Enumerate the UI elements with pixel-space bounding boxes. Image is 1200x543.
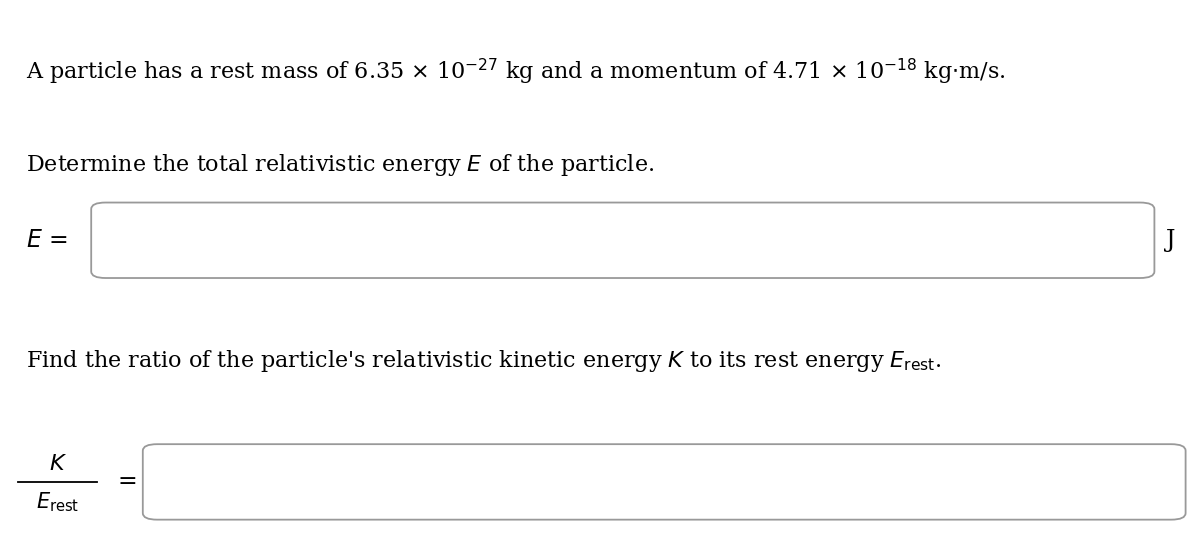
FancyBboxPatch shape	[143, 444, 1186, 520]
FancyBboxPatch shape	[91, 203, 1154, 278]
Text: Find the ratio of the particle's relativistic kinetic energy $\mathit{K}$ to its: Find the ratio of the particle's relativ…	[26, 348, 942, 374]
Text: =: =	[118, 470, 137, 493]
Text: Determine the total relativistic energy $\mathit{E}$ of the particle.: Determine the total relativistic energy …	[26, 152, 654, 178]
Text: J: J	[1166, 229, 1176, 251]
Text: $\mathit{E}$ =: $\mathit{E}$ =	[26, 229, 68, 251]
Text: $\mathit{E}_{\mathrm{rest}}$: $\mathit{E}_{\mathrm{rest}}$	[36, 490, 79, 514]
Text: $\mathit{K}$: $\mathit{K}$	[48, 453, 67, 475]
Text: A particle has a rest mass of 6.35 $\times$ 10$^{-27}$ kg and a momentum of 4.71: A particle has a rest mass of 6.35 $\tim…	[26, 57, 1007, 87]
